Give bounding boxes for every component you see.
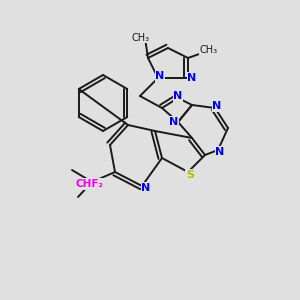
Text: CH₃: CH₃ — [132, 33, 150, 43]
Text: S: S — [186, 170, 194, 180]
Text: CHF₂: CHF₂ — [76, 179, 104, 189]
Text: N: N — [169, 117, 178, 127]
Text: CH₃: CH₃ — [200, 45, 218, 55]
Text: N: N — [173, 91, 183, 101]
Text: N: N — [188, 73, 196, 83]
Text: N: N — [141, 183, 151, 193]
Text: N: N — [212, 101, 222, 111]
Text: N: N — [215, 147, 225, 157]
Text: N: N — [155, 71, 165, 81]
